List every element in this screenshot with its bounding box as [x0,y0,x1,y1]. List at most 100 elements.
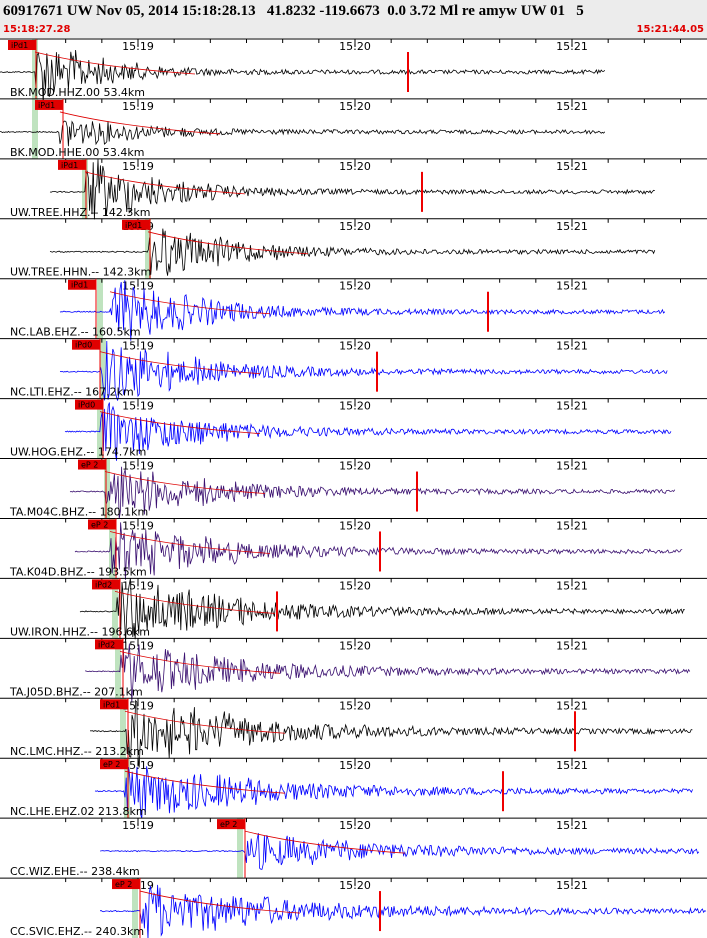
pick-label: iPd1 [38,101,55,110]
time-label: 15:20 [339,460,371,473]
station-label: CC.SVIC.EHZ.-- 240.3km [10,925,144,938]
pick-box [95,639,123,650]
pick-label: iPd1 [103,700,120,709]
station-label: CC.WIZ.EHE.-- 238.4km [10,865,140,878]
pick-label: iPd0 [75,341,92,350]
event-title: 60917671 UW Nov 05, 2014 15:18:28.13 41.… [3,3,584,19]
pick-box [75,399,103,410]
travel-curve [114,591,276,614]
waveform [69,466,676,519]
time-label: 15:19 [122,340,154,353]
station-label: BK.MOD.HHE.00 53.4km [10,146,144,159]
time-label: 15:21 [556,519,588,532]
trace-row: 15:19 15:20 15:21 iPd0 NC.LTI.EHZ.-- 167.2km [0,338,707,401]
travel-curve [139,890,301,914]
pick-box [58,159,86,170]
predicted-arrival [104,458,110,519]
predicted-arrival [132,878,138,938]
time-label: 15:21 [556,40,588,53]
time-label: 15:20 [339,699,371,712]
time-label: 15:19 [122,639,154,652]
time-label: 15:19 [122,579,154,592]
waveform [64,402,672,461]
time-label: 15:20 [339,280,371,293]
pick-box [122,219,150,230]
pick-box [100,759,128,770]
pick-box [100,699,128,710]
time-label: 15:19 [122,400,154,413]
time-label: 15:20 [339,340,371,353]
waveform [84,643,691,703]
waveform [49,228,656,276]
end-time: 15:21:44.05 [637,24,705,35]
pick-label: eP 2 [115,880,132,889]
trace-row: 15:19 15:20 15:21 eP 2 NC.LHE.EHZ.02 213.8km [0,757,707,819]
travel-curve [244,830,406,854]
pick-label: iPd1 [11,41,28,50]
travel-curve [84,171,246,195]
travel-curve [99,411,261,434]
time-label: 15:20 [339,400,371,413]
time-label: 15:19 [122,280,154,293]
trace-row: 15:19 15:20 15:21 iPd2 UW.IRON.HHZ.-- 196.6k… [0,577,707,644]
pick-box [72,339,100,350]
time-label: 15:21 [556,160,588,173]
pick-box [8,40,36,50]
time-label: 15:19 [122,759,154,772]
pick-label: iPd2 [95,580,112,589]
station-label: UW.HOG.EHZ.-- 174.7km [10,446,146,459]
predicted-arrival [100,338,106,399]
time-label: 15:20 [339,160,371,173]
station-label: UW.TREE.HHN.-- 142.3km [10,266,151,279]
predicted-arrival [145,218,151,279]
waveform [99,884,707,938]
time-label: 15:21 [556,879,588,892]
waveform [74,522,683,580]
station-label: TA.J05D.BHZ.-- 207.1km [9,685,143,698]
trace-row: 15:19 15:20 15:21 iPd1 BK.MOD.HHE.00 53.4km [0,98,707,159]
time-label: 15:19 [122,819,154,832]
trace-row: 15:19 15:20 15:21 iPd1 NC.LMC.HHZ.-- 213.2km [0,697,707,768]
travel-curve [119,650,281,674]
predicted-arrival [32,98,38,159]
time-label: 15:21 [556,579,588,592]
waveform [79,578,685,644]
time-label: 15:19 [122,460,154,473]
waveform [59,280,666,341]
pick-box [92,579,120,590]
trace-row: 15:19 15:20 15:21 eP 2 TA.M04C.BHZ.-- 180.1k… [0,458,707,519]
predicted-arrival [109,518,115,579]
time-label: 15:20 [339,639,371,652]
pick-label: iPd1 [125,221,142,230]
trace-row: 15:19 15:20 15:21 iPd1 NC.LAB.EHZ.-- 160.5km [0,278,707,341]
pick-box [78,459,106,470]
time-label: 15:19 [122,100,154,113]
predicted-arrival [97,278,103,339]
pick-box [112,879,140,890]
time-label: 15:20 [339,100,371,113]
travel-curve [99,351,261,375]
trace-row: 15:19 15:20 15:21 iPd2 TA.J05D.BHZ.-- 207.1k… [0,637,707,703]
pick-label: eP 2 [220,820,237,829]
time-label: 15:20 [339,40,371,53]
waveform [49,159,655,220]
predicted-arrival [115,638,121,699]
start-time: 15:18:27.28 [3,24,71,35]
pick-label: eP 2 [103,760,120,769]
station-label: UW.TREE.HHZ.-- 142.3km [10,206,151,219]
trace-row: 15:19 15:20 15:21 iPd1 UW.TREE.HHZ.-- 142.3k… [0,158,707,220]
pick-label: iPd1 [71,281,88,290]
time-label: 15:21 [556,400,588,413]
station-label: UW.IRON.HHZ.-- 196.6km [10,625,150,638]
station-label: TA.K04D.BHZ.-- 193.5km [9,565,147,578]
time-label: 15:20 [339,819,371,832]
pick-label: iPd0 [78,401,95,410]
travel-curve [34,51,196,75]
waveform [99,833,700,870]
travel-curve [109,531,271,554]
time-label: 15:21 [556,759,588,772]
